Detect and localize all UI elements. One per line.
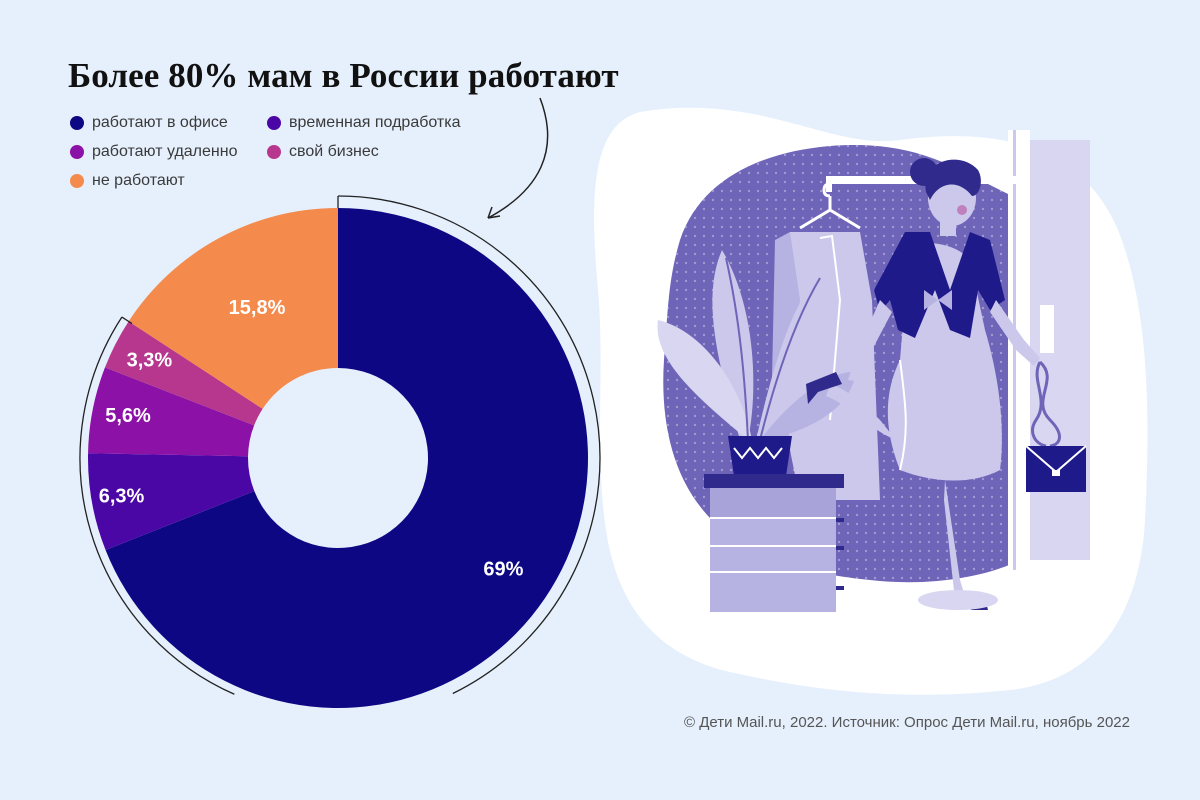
donut-slice bbox=[128, 208, 338, 409]
donut-labels: 69% 6,3% 5,6% 3,3% 15,8% bbox=[99, 297, 524, 581]
donut-chart bbox=[88, 208, 588, 709]
woman-illustration bbox=[594, 107, 1148, 695]
legend-label: временная подработка bbox=[289, 114, 461, 131]
legend-item-business: свой бизнес bbox=[267, 141, 497, 163]
slice-label: 15,8% bbox=[229, 297, 286, 319]
legend-swatch bbox=[70, 174, 84, 188]
legend-swatch bbox=[267, 145, 281, 159]
legend-label: работают удаленно bbox=[92, 143, 238, 160]
legend-item-temporary: временная подработка bbox=[267, 112, 497, 134]
legend-item-remote: работают удаленно bbox=[70, 141, 267, 163]
potted-plant bbox=[657, 250, 856, 476]
bracket-other-arc bbox=[79, 316, 235, 695]
donut-slice bbox=[88, 367, 255, 457]
drawer-cabinet bbox=[704, 474, 844, 612]
donut-slice bbox=[104, 321, 263, 426]
legend-label: не работают bbox=[92, 172, 185, 189]
bracket-other-tick bbox=[121, 316, 133, 325]
slice-label: 69% bbox=[483, 559, 523, 581]
pointer-arrowhead bbox=[487, 206, 501, 219]
legend-label: свой бизнес bbox=[289, 143, 379, 160]
donut-slice bbox=[88, 453, 255, 551]
legend-label: работают в офисе bbox=[92, 114, 228, 131]
bracket-working-arc bbox=[337, 195, 601, 695]
woman-figure bbox=[806, 158, 1087, 610]
pointer-arrow bbox=[487, 97, 549, 219]
chart-legend: работают в офисе временная подработка ра… bbox=[70, 112, 530, 192]
slice-label: 5,6% bbox=[105, 405, 151, 427]
door-handle bbox=[1040, 305, 1054, 353]
slice-label: 3,3% bbox=[127, 349, 173, 371]
source-credit: © Дети Mail.ru, 2022. Источник: Опрос Де… bbox=[684, 714, 1130, 731]
donut-slice bbox=[105, 208, 588, 709]
legend-swatch bbox=[70, 145, 84, 159]
legend-item-not-working: не работают bbox=[70, 170, 267, 192]
legend-item-office: работают в офисе bbox=[70, 112, 267, 134]
chart-title: Более 80% мам в России работают bbox=[68, 56, 619, 95]
slice-label: 6,3% bbox=[99, 485, 145, 507]
legend-swatch bbox=[70, 116, 84, 130]
legend-swatch bbox=[267, 116, 281, 130]
